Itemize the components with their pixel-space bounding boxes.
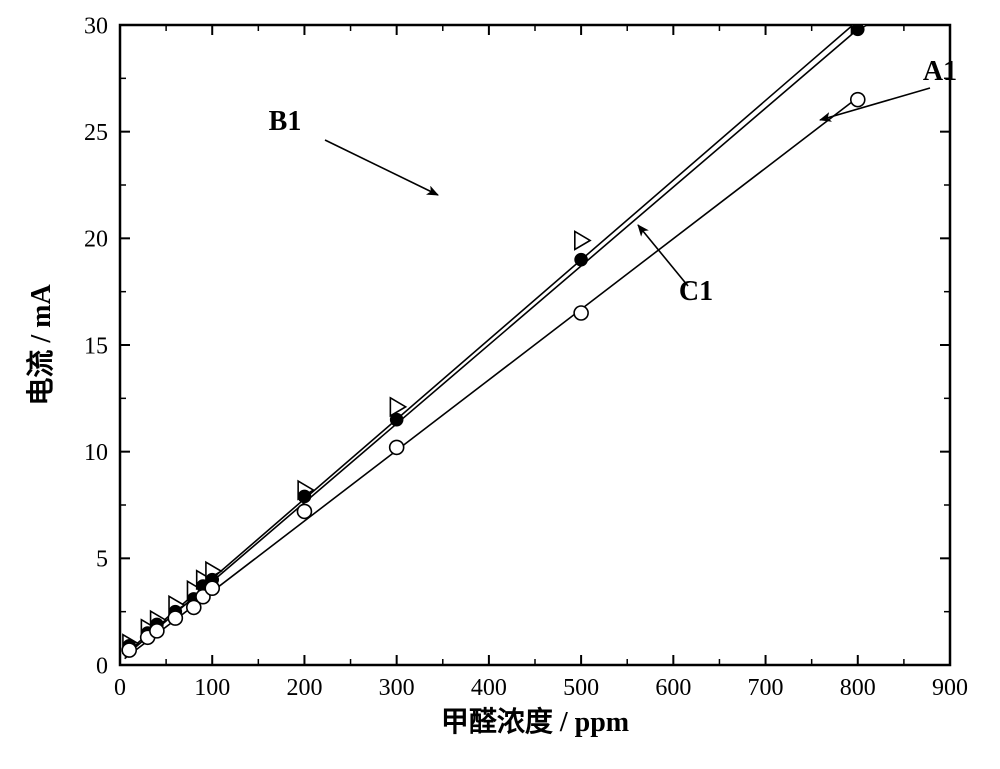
- chart-svg: 0 100 200 300 400 500 600 700 800 900 0 5 10 15 20 25 30…: [0, 0, 1000, 769]
- svg-text:A1: A1: [923, 56, 957, 87]
- svg-text:800: 800: [840, 675, 876, 701]
- svg-text:0: 0: [96, 653, 108, 679]
- svg-text:500: 500: [563, 675, 599, 701]
- chart-container: 0 100 200 300 400 500 600 700 800 900 0 5 10 15 20 25 30…: [0, 0, 1000, 769]
- svg-text:700: 700: [748, 675, 784, 701]
- svg-text:900: 900: [932, 675, 968, 701]
- svg-text:25: 25: [84, 120, 108, 146]
- svg-text:30: 30: [84, 13, 108, 39]
- svg-text:5: 5: [96, 547, 108, 573]
- svg-text:C1: C1: [679, 276, 713, 307]
- svg-text:15: 15: [84, 333, 108, 359]
- svg-text:0: 0: [114, 675, 126, 701]
- svg-text:600: 600: [655, 675, 691, 701]
- svg-text:甲醛浓度 / ppm: 甲醛浓度 / ppm: [441, 706, 629, 738]
- svg-text:100: 100: [194, 675, 230, 701]
- svg-text:20: 20: [84, 227, 108, 253]
- svg-text:B1: B1: [269, 106, 302, 137]
- svg-text:300: 300: [379, 675, 415, 701]
- svg-text:200: 200: [286, 675, 322, 701]
- svg-text:10: 10: [84, 440, 108, 466]
- svg-text:400: 400: [471, 675, 507, 701]
- svg-text:电流 / mA: 电流 / mA: [25, 284, 57, 406]
